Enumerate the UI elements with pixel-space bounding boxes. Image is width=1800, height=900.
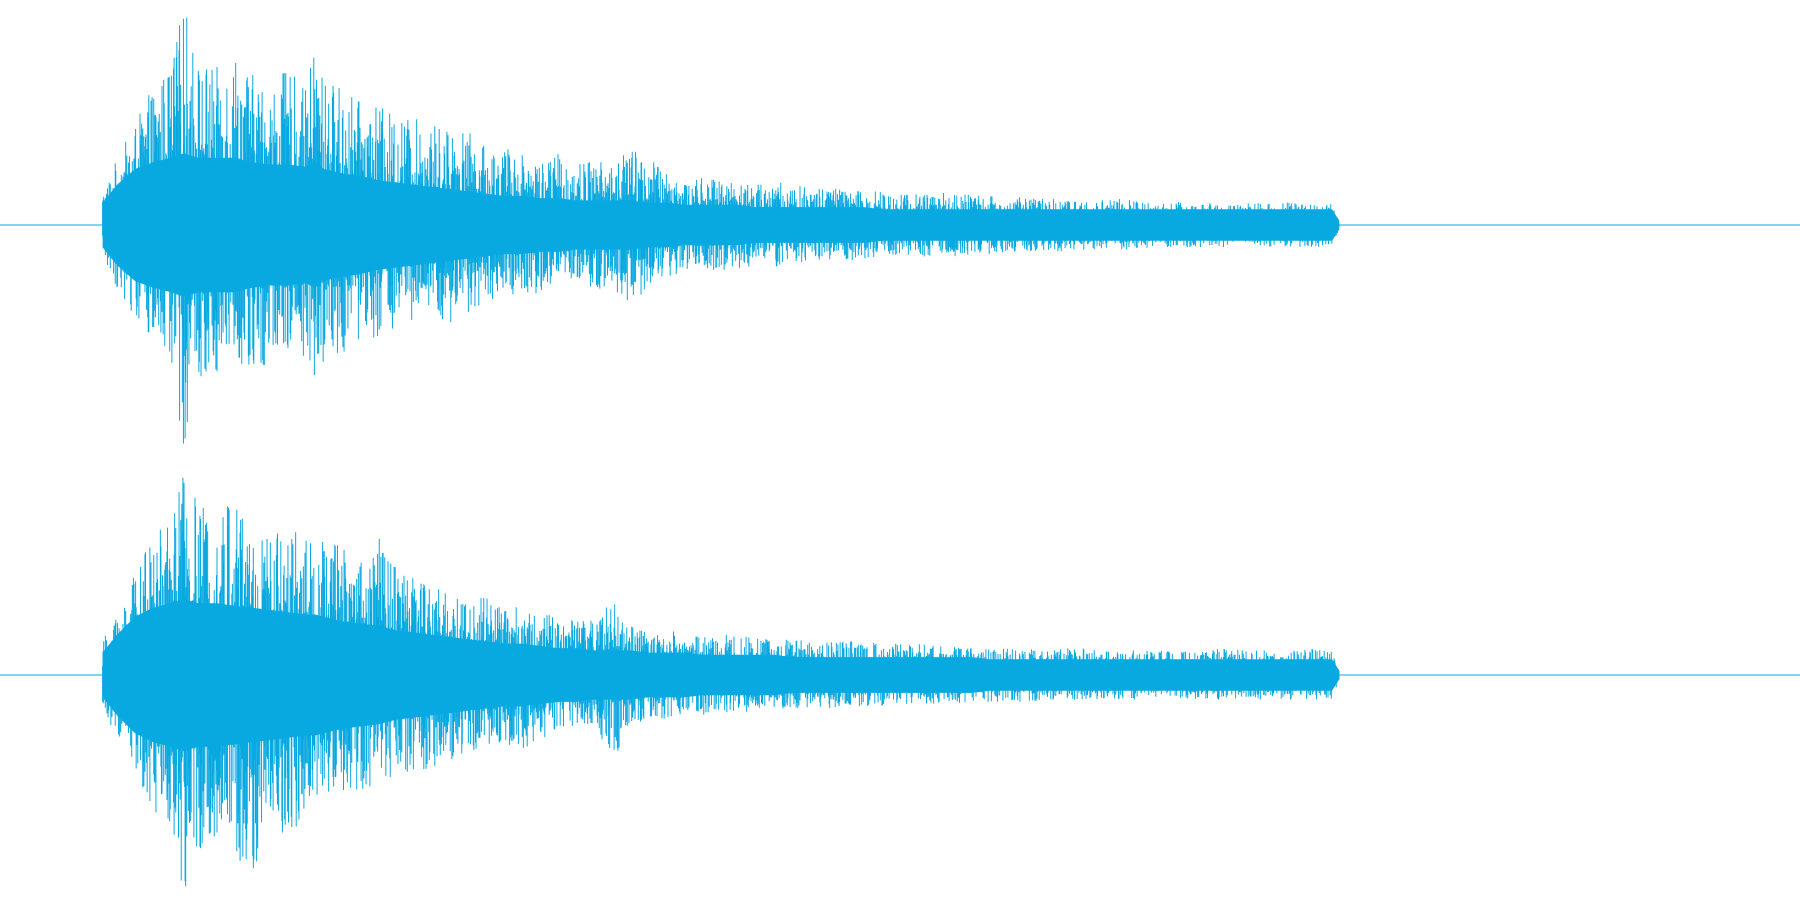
channel-2-rms-body (102, 598, 1340, 752)
channel-1-waveform (0, 17, 1800, 444)
channel-1-rms-body (102, 153, 1340, 297)
channel-2-waveform (0, 477, 1800, 887)
channel-layer (0, 17, 1800, 887)
